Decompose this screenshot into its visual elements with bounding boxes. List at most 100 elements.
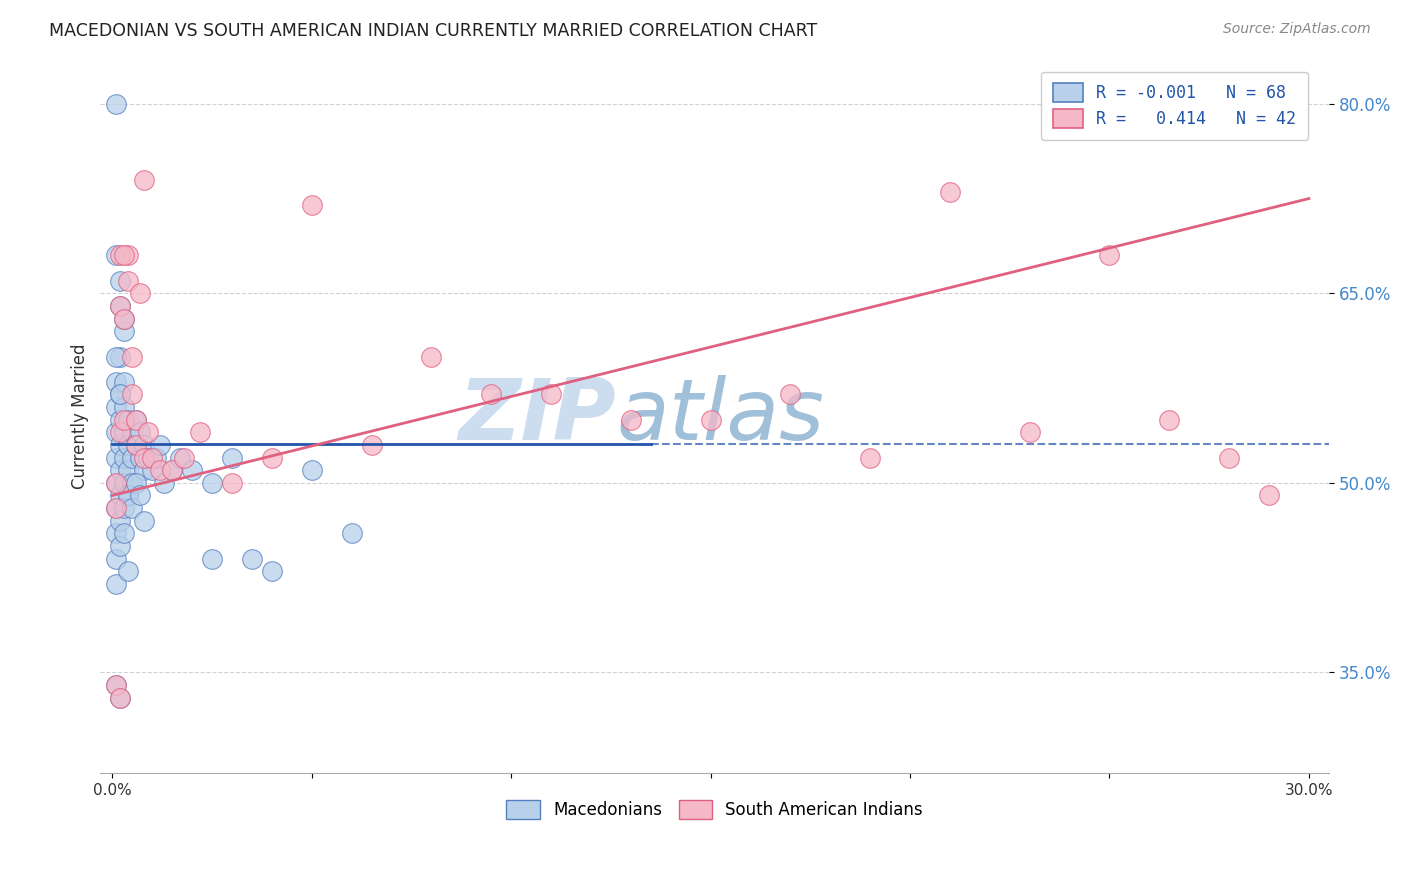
Point bbox=[129, 286, 152, 301]
Point bbox=[134, 438, 156, 452]
Point bbox=[112, 248, 135, 262]
Point bbox=[145, 450, 167, 465]
Point bbox=[121, 425, 143, 440]
Point bbox=[125, 438, 148, 452]
Point bbox=[105, 475, 128, 490]
Point bbox=[121, 450, 143, 465]
Point bbox=[188, 425, 211, 440]
Point bbox=[340, 526, 363, 541]
Point bbox=[117, 274, 139, 288]
Point bbox=[160, 463, 183, 477]
Point bbox=[105, 678, 128, 692]
Point bbox=[105, 501, 128, 516]
Point bbox=[117, 463, 139, 477]
Point bbox=[160, 463, 183, 477]
Point bbox=[117, 488, 139, 502]
Point bbox=[1098, 248, 1121, 262]
Text: atlas: atlas bbox=[616, 375, 824, 458]
Point bbox=[779, 387, 801, 401]
Point bbox=[301, 463, 323, 477]
Point bbox=[260, 564, 283, 578]
Point bbox=[112, 311, 135, 326]
Point bbox=[110, 690, 132, 705]
Point bbox=[129, 450, 152, 465]
Point bbox=[105, 450, 128, 465]
Point bbox=[129, 488, 152, 502]
Point bbox=[201, 475, 224, 490]
Point bbox=[117, 412, 139, 426]
Point bbox=[117, 564, 139, 578]
Point bbox=[221, 475, 243, 490]
Point bbox=[1159, 412, 1181, 426]
Point bbox=[301, 198, 323, 212]
Text: Source: ZipAtlas.com: Source: ZipAtlas.com bbox=[1223, 22, 1371, 37]
Point bbox=[117, 488, 139, 502]
Point bbox=[141, 463, 163, 477]
Point bbox=[112, 311, 135, 326]
Point bbox=[110, 350, 132, 364]
Point bbox=[125, 475, 148, 490]
Point bbox=[134, 172, 156, 186]
Point bbox=[112, 475, 135, 490]
Point bbox=[105, 248, 128, 262]
Point bbox=[173, 450, 195, 465]
Point bbox=[110, 514, 132, 528]
Point bbox=[105, 551, 128, 566]
Point bbox=[201, 551, 224, 566]
Point bbox=[121, 350, 143, 364]
Point bbox=[129, 425, 152, 440]
Point bbox=[112, 400, 135, 414]
Point bbox=[105, 526, 128, 541]
Point bbox=[153, 475, 176, 490]
Point bbox=[149, 438, 172, 452]
Point bbox=[110, 387, 132, 401]
Legend: Macedonians, South American Indians: Macedonians, South American Indians bbox=[499, 793, 929, 826]
Point bbox=[859, 450, 882, 465]
Point bbox=[105, 350, 128, 364]
Point bbox=[121, 501, 143, 516]
Point bbox=[240, 551, 263, 566]
Point bbox=[121, 475, 143, 490]
Point bbox=[110, 539, 132, 553]
Point bbox=[221, 450, 243, 465]
Point bbox=[169, 450, 191, 465]
Point bbox=[112, 324, 135, 338]
Point bbox=[134, 514, 156, 528]
Point bbox=[136, 425, 159, 440]
Point bbox=[110, 387, 132, 401]
Point bbox=[939, 186, 962, 200]
Point bbox=[112, 501, 135, 516]
Point bbox=[360, 438, 382, 452]
Point bbox=[105, 375, 128, 389]
Point bbox=[540, 387, 562, 401]
Point bbox=[110, 299, 132, 313]
Point bbox=[134, 450, 156, 465]
Point bbox=[141, 450, 163, 465]
Point bbox=[181, 463, 204, 477]
Point bbox=[110, 274, 132, 288]
Point bbox=[112, 526, 135, 541]
Point bbox=[117, 248, 139, 262]
Point bbox=[105, 96, 128, 111]
Point bbox=[136, 450, 159, 465]
Point bbox=[1018, 425, 1040, 440]
Point bbox=[110, 690, 132, 705]
Point bbox=[105, 425, 128, 440]
Point bbox=[112, 425, 135, 440]
Y-axis label: Currently Married: Currently Married bbox=[72, 343, 89, 490]
Point bbox=[125, 438, 148, 452]
Point bbox=[125, 412, 148, 426]
Point bbox=[1258, 488, 1281, 502]
Point bbox=[105, 475, 128, 490]
Point bbox=[112, 412, 135, 426]
Point bbox=[105, 577, 128, 591]
Point bbox=[420, 350, 443, 364]
Point bbox=[110, 488, 132, 502]
Point bbox=[117, 438, 139, 452]
Point bbox=[110, 248, 132, 262]
Text: ZIP: ZIP bbox=[458, 375, 616, 458]
Point bbox=[112, 375, 135, 389]
Point bbox=[110, 425, 132, 440]
Point bbox=[105, 501, 128, 516]
Text: MACEDONIAN VS SOUTH AMERICAN INDIAN CURRENTLY MARRIED CORRELATION CHART: MACEDONIAN VS SOUTH AMERICAN INDIAN CURR… bbox=[49, 22, 817, 40]
